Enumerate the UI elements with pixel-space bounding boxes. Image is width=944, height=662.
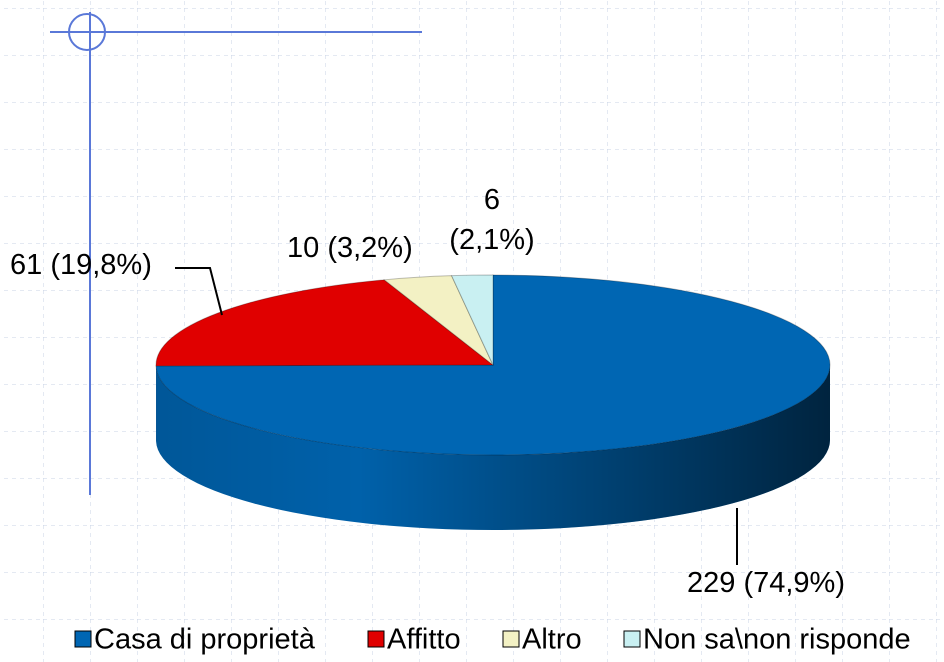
legend-swatch xyxy=(502,630,520,648)
legend-label: Casa di proprietà xyxy=(94,624,316,656)
data-label: 61 (19,8%) xyxy=(10,249,152,281)
legend-label: Affitto xyxy=(387,624,461,656)
side-shade xyxy=(156,365,830,531)
leader-line xyxy=(175,267,223,316)
pie-slice xyxy=(155,279,495,367)
legend-swatch xyxy=(623,630,641,648)
data-label: 229 (74,9%) xyxy=(687,567,845,599)
pie-slice xyxy=(382,275,494,366)
data-label: 10 (3,2%) xyxy=(287,232,413,264)
pie xyxy=(155,274,831,531)
decor-circle xyxy=(68,13,106,51)
legend-label: Altro xyxy=(522,624,582,656)
legend-label: Non sa\non risponde xyxy=(643,624,911,656)
pie-slice xyxy=(450,274,494,366)
legend: Casa di proprietà Affitto Altro Non sa\non … xyxy=(74,624,911,656)
legend-swatch xyxy=(367,630,385,648)
data-label: 6 (2,1%) xyxy=(449,184,535,256)
pie-slice xyxy=(155,274,831,456)
legend-swatch xyxy=(74,630,92,648)
